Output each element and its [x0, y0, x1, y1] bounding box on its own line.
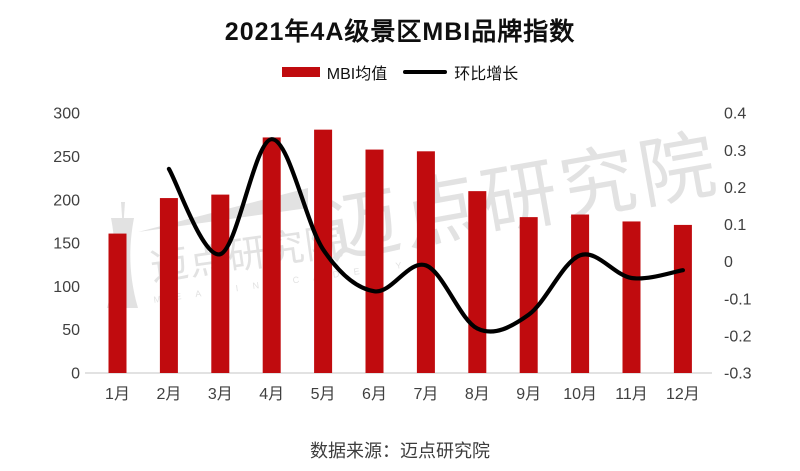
- x-axis-label: 6月: [362, 386, 387, 403]
- page-title: 2021年4A级景区MBI品牌指数: [224, 18, 576, 46]
- legend-label-growth: 环比增长: [454, 66, 519, 83]
- x-axis-label: 12月: [666, 386, 700, 403]
- right-axis-tick: 0.3: [724, 143, 746, 160]
- right-axis-tick: 0: [724, 254, 733, 271]
- x-axis-label: 10月: [563, 386, 597, 403]
- left-axis-tick: 100: [53, 279, 80, 296]
- bar-10月: [571, 214, 590, 373]
- right-axis-tick: 0.4: [724, 106, 746, 123]
- legend-label-mbi: MBI均值: [326, 66, 388, 83]
- data-source-caption: 数据来源：迈点研究院: [310, 441, 490, 461]
- left-axis-tick: 0: [71, 366, 80, 383]
- bar-8月: [468, 191, 487, 373]
- x-axis-label: 4月: [259, 386, 284, 403]
- left-axis-tick: 250: [53, 149, 80, 166]
- x-axis-label: 5月: [311, 386, 336, 403]
- bar-6月: [365, 149, 384, 373]
- bar-9月: [519, 217, 538, 373]
- legend-item-mbi: MBI均值: [281, 60, 388, 84]
- left-axis-tick: 300: [53, 106, 80, 123]
- x-axis-label: 1月: [105, 386, 130, 403]
- bar-7月: [416, 151, 435, 373]
- x-axis-label: 3月: [208, 386, 233, 403]
- bar-1月: [108, 233, 127, 373]
- bar-swatch-icon: [281, 67, 320, 77]
- bar-11月: [622, 221, 641, 373]
- left-axis-tick: 200: [53, 192, 80, 209]
- chart-legend: MBI均值 环比增长: [0, 60, 800, 84]
- x-axis-label: 2月: [156, 386, 181, 403]
- right-axis-tick: 0.2: [724, 180, 746, 197]
- line-swatch-icon: [403, 70, 448, 74]
- right-axis-tick: -0.3: [724, 366, 752, 383]
- growth-line: [166, 137, 685, 334]
- right-axis-tick: -0.1: [724, 291, 752, 308]
- bar-4月: [262, 137, 281, 373]
- left-axis-tick: 150: [53, 236, 80, 253]
- x-axis-label: 8月: [465, 386, 490, 403]
- legend-item-growth: 环比增长: [403, 60, 518, 84]
- x-axis-label: 9月: [516, 386, 541, 403]
- right-axis-tick: -0.2: [724, 328, 752, 345]
- bar-12月: [673, 224, 692, 373]
- x-axis-label: 11月: [615, 386, 648, 403]
- bar-2月: [159, 198, 178, 373]
- right-axis-tick: 0.1: [724, 217, 746, 234]
- bar-3月: [211, 194, 230, 373]
- left-axis-tick: 50: [62, 322, 80, 339]
- x-axis-label: 7月: [413, 386, 438, 403]
